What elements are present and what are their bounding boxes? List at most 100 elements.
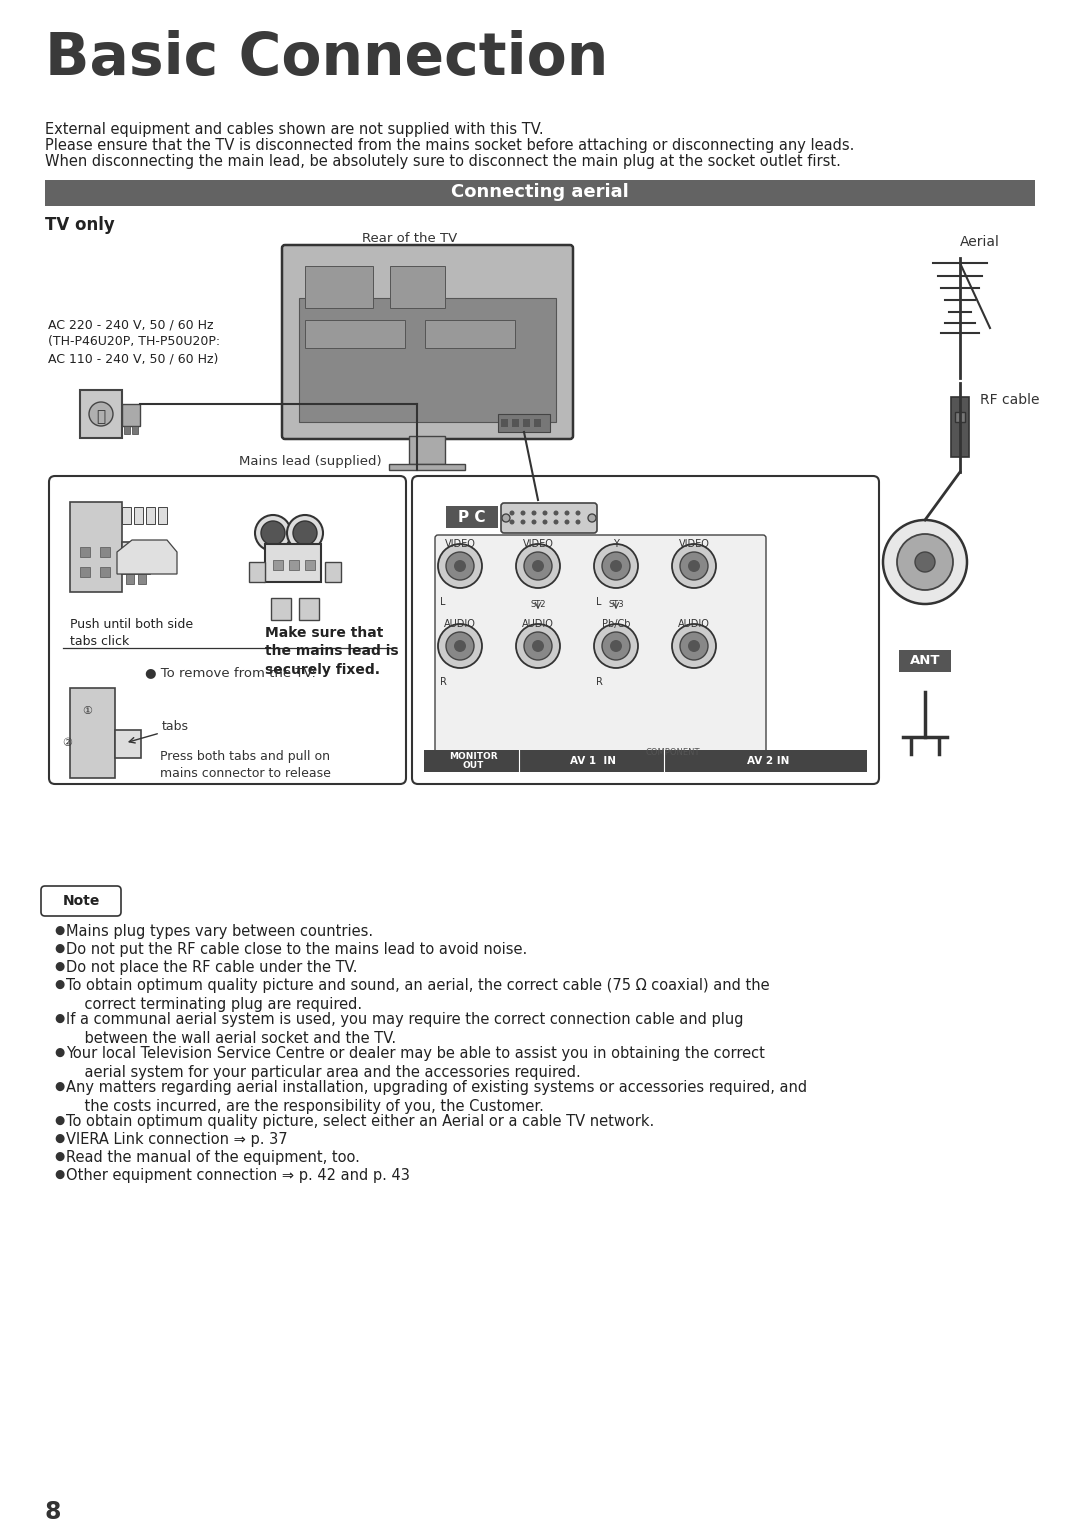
FancyBboxPatch shape [282, 245, 573, 439]
Text: To obtain optimum quality picture, select either an Aerial or a cable TV network: To obtain optimum quality picture, selec… [66, 1115, 654, 1128]
Circle shape [438, 544, 482, 589]
Bar [305, 560, 315, 570]
Circle shape [521, 511, 526, 515]
Polygon shape [117, 540, 177, 573]
Circle shape [531, 520, 537, 524]
Bar [512, 419, 519, 427]
Circle shape [446, 552, 474, 579]
Circle shape [672, 624, 716, 668]
Text: If a communal aerial system is used, you may require the correct connection cabl: If a communal aerial system is used, you… [66, 1012, 743, 1046]
Text: ●: ● [54, 1115, 64, 1127]
Circle shape [454, 641, 465, 651]
Text: ●: ● [54, 1131, 64, 1145]
Circle shape [454, 560, 465, 572]
Bar [80, 547, 90, 557]
Text: ANT: ANT [909, 654, 941, 668]
Circle shape [602, 631, 630, 661]
Circle shape [542, 511, 548, 515]
Circle shape [293, 521, 318, 544]
Bar [138, 573, 146, 584]
Circle shape [261, 521, 285, 544]
Circle shape [510, 511, 514, 515]
Bar [249, 563, 265, 583]
Text: ②: ② [62, 739, 72, 748]
Circle shape [532, 641, 544, 651]
Text: Read the manual of the equipment, too.: Read the manual of the equipment, too. [66, 1150, 360, 1165]
Bar [265, 544, 321, 583]
Bar [305, 266, 373, 307]
Text: R: R [596, 677, 603, 687]
Text: Do not place the RF cable under the TV.: Do not place the RF cable under the TV. [66, 960, 357, 976]
Bar [273, 560, 283, 570]
Bar [498, 414, 550, 433]
Bar [271, 598, 291, 619]
Text: ● To remove from the TV:: ● To remove from the TV: [145, 667, 315, 679]
Bar [299, 298, 556, 422]
Text: AC 220 - 240 V, 50 / 60 Hz
(TH-P46U20P, TH-P50U20P:
AC 110 - 240 V, 50 / 60 Hz): AC 220 - 240 V, 50 / 60 Hz (TH-P46U20P, … [48, 318, 220, 365]
Text: VIERA Link connection ⇒ p. 37: VIERA Link connection ⇒ p. 37 [66, 1131, 287, 1147]
Circle shape [576, 520, 581, 524]
Text: When disconnecting the main lead, be absolutely sure to disconnect the main plug: When disconnecting the main lead, be abs… [45, 154, 841, 170]
Circle shape [610, 560, 622, 572]
Circle shape [524, 552, 552, 579]
Bar [409, 436, 445, 463]
Text: ●: ● [54, 924, 64, 937]
Bar [305, 320, 405, 349]
Circle shape [438, 624, 482, 668]
Circle shape [602, 552, 630, 579]
Circle shape [510, 520, 514, 524]
Text: Your local Television Service Centre or dealer may be able to assist you in obta: Your local Television Service Centre or … [66, 1046, 765, 1079]
Circle shape [287, 515, 323, 550]
Circle shape [576, 511, 581, 515]
Text: ●: ● [54, 1079, 64, 1093]
Text: ①: ① [82, 706, 92, 716]
Circle shape [532, 560, 544, 572]
Bar [955, 411, 966, 422]
Bar [389, 463, 465, 469]
Bar [114, 729, 141, 758]
Bar [146, 508, 156, 524]
Circle shape [594, 544, 638, 589]
Bar [501, 419, 508, 427]
Circle shape [446, 631, 474, 661]
Text: Push until both side
tabs click: Push until both side tabs click [70, 618, 193, 648]
Circle shape [89, 402, 113, 427]
Circle shape [542, 520, 548, 524]
Text: VIDEO: VIDEO [678, 540, 710, 549]
Text: VIDEO: VIDEO [523, 540, 553, 549]
Bar [122, 404, 140, 427]
Text: P C: P C [458, 509, 486, 524]
Text: ●: ● [54, 960, 64, 972]
Text: L: L [596, 596, 602, 607]
Text: Aerial: Aerial [960, 235, 1000, 249]
Bar [534, 419, 541, 427]
Text: ●: ● [54, 1012, 64, 1024]
Bar [70, 688, 114, 778]
Bar [126, 573, 134, 584]
Text: To obtain optimum quality picture and sound, an aerial, the correct cable (75 Ω : To obtain optimum quality picture and so… [66, 979, 770, 1012]
Text: Do not put the RF cable close to the mains lead to avoid noise.: Do not put the RF cable close to the mai… [66, 942, 527, 957]
Bar [158, 508, 167, 524]
Circle shape [516, 624, 561, 668]
Circle shape [565, 520, 569, 524]
Circle shape [883, 520, 967, 604]
Text: AV 1  IN: AV 1 IN [570, 755, 616, 766]
Circle shape [672, 544, 716, 589]
Text: TV only: TV only [45, 216, 114, 234]
Text: Press both tabs and pull on
mains connector to release: Press both tabs and pull on mains connec… [160, 751, 330, 780]
Circle shape [255, 515, 291, 550]
Bar [390, 266, 445, 307]
Text: Note: Note [63, 894, 99, 908]
Bar [523, 419, 530, 427]
Bar [446, 506, 498, 528]
Text: Connecting aerial: Connecting aerial [451, 183, 629, 200]
Bar [426, 320, 515, 349]
Text: Other equipment connection ⇒ p. 42 and p. 43: Other equipment connection ⇒ p. 42 and p… [66, 1168, 410, 1183]
Bar [45, 180, 1035, 206]
Circle shape [688, 560, 700, 572]
Bar [325, 563, 341, 583]
Text: ●: ● [54, 1046, 64, 1060]
Text: Please ensure that the TV is disconnected from the mains socket before attaching: Please ensure that the TV is disconnecte… [45, 138, 854, 153]
Text: AUDIO: AUDIO [522, 619, 554, 628]
Circle shape [688, 641, 700, 651]
